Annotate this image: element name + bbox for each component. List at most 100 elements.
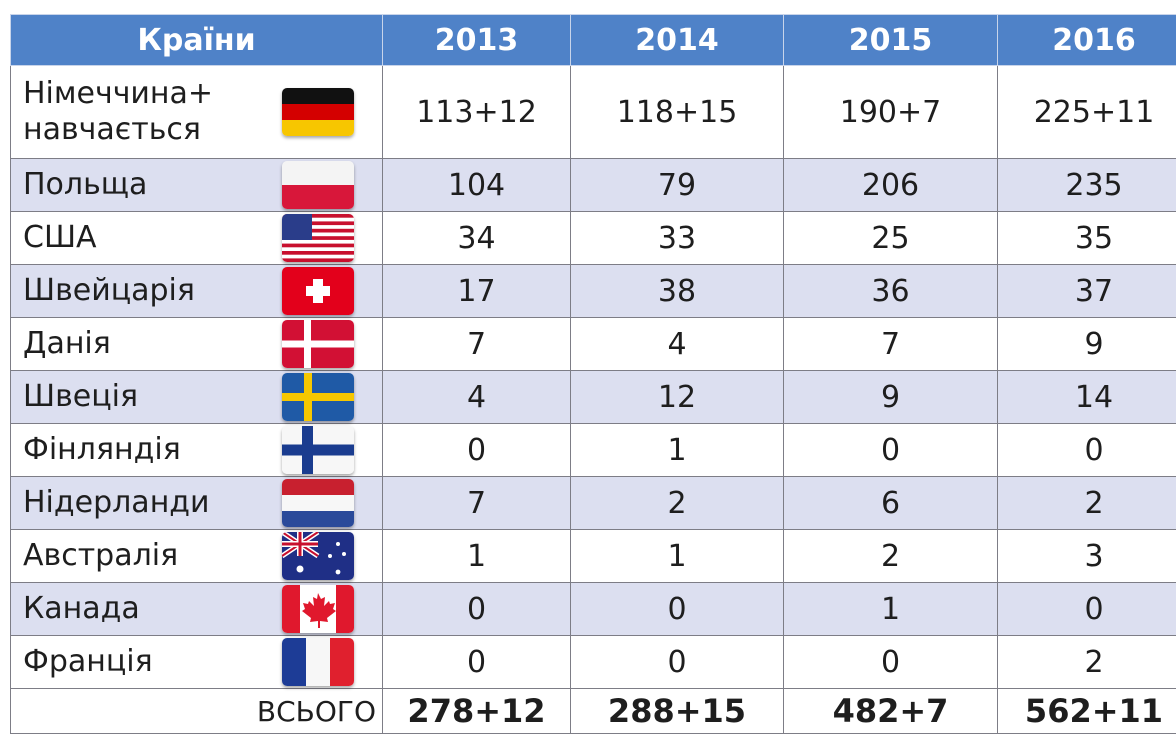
country: Нідерланди — [11, 479, 382, 527]
country-name: Австралія — [23, 538, 179, 573]
value-cell: 0 — [382, 635, 571, 689]
country: США — [11, 214, 382, 262]
table-wrap: Країни 2013 2014 2015 2016 Німеччина+ на… — [10, 14, 1176, 734]
table-row: Швейцарія 17 38 36 37 — [10, 264, 1176, 318]
value-cell: 0 — [997, 582, 1176, 636]
country-cell: Польща — [10, 158, 383, 212]
value-cell: 12 — [570, 370, 784, 424]
country-cell: Австралія — [10, 529, 383, 583]
footer-label: ВСЬОГО — [10, 688, 383, 734]
header-row: Країни 2013 2014 2015 2016 — [10, 14, 1176, 66]
country-name: Німеччина+ навчається — [23, 76, 214, 147]
table-row: Фінляндія 0 1 0 0 — [10, 423, 1176, 477]
flag-sweden — [282, 373, 354, 421]
value-cell: 0 — [997, 423, 1176, 477]
table-row: Польща 104 79 206 235 — [10, 158, 1176, 212]
footer-cell: 278+12 — [382, 688, 571, 734]
table-row: Нідерланди 7 2 6 2 — [10, 476, 1176, 530]
value-cell: 7 — [382, 317, 571, 371]
country: Канада — [11, 585, 382, 633]
flag-france — [282, 638, 354, 686]
flag-netherlands — [282, 479, 354, 527]
value-cell: 7 — [382, 476, 571, 530]
table-row: Австралія 1 1 2 3 — [10, 529, 1176, 583]
footer-cell: 482+7 — [783, 688, 998, 734]
value-cell: 1 — [382, 529, 571, 583]
value-cell: 3 — [997, 529, 1176, 583]
table-row: Данія 7 4 7 9 — [10, 317, 1176, 371]
country-name: США — [23, 220, 97, 255]
value-cell: 0 — [570, 635, 784, 689]
value-cell: 0 — [382, 423, 571, 477]
country-name: Швеція — [23, 379, 139, 414]
country: Фінляндія — [11, 426, 382, 474]
country: Польща — [11, 161, 382, 209]
value-cell: 0 — [783, 635, 998, 689]
country-cell: Швеція — [10, 370, 383, 424]
value-cell: 7 — [783, 317, 998, 371]
table-row: Німеччина+ навчається 113+12 118+15 190+7 22… — [10, 65, 1176, 159]
value-cell: 206 — [783, 158, 998, 212]
flag-finland — [282, 426, 354, 474]
value-cell: 25 — [783, 211, 998, 265]
value-cell: 38 — [570, 264, 784, 318]
country-cell: США — [10, 211, 383, 265]
value-cell: 9 — [997, 317, 1176, 371]
footer-row: ВСЬОГО 278+12 288+15 482+7 562+11 — [10, 688, 1176, 734]
value-cell: 2 — [570, 476, 784, 530]
country: Франція — [11, 638, 382, 686]
value-cell: 4 — [382, 370, 571, 424]
value-cell: 225+11 — [997, 65, 1176, 159]
table-row: Швеція 4 12 9 14 — [10, 370, 1176, 424]
value-cell: 33 — [570, 211, 784, 265]
value-cell: 118+15 — [570, 65, 784, 159]
country: Австралія — [11, 532, 382, 580]
table-body: Німеччина+ навчається 113+12 118+15 190+7 22… — [10, 65, 1176, 689]
value-cell: 104 — [382, 158, 571, 212]
footer-cell: 562+11 — [997, 688, 1176, 734]
value-cell: 2 — [997, 635, 1176, 689]
flag-canada — [282, 585, 354, 633]
table-row: Франція 0 0 0 2 — [10, 635, 1176, 689]
header-cell: 2015 — [783, 14, 998, 66]
value-cell: 1 — [570, 529, 784, 583]
value-cell: 6 — [783, 476, 998, 530]
header-cell: 2016 — [997, 14, 1176, 66]
value-cell: 2 — [997, 476, 1176, 530]
value-cell: 79 — [570, 158, 784, 212]
header-cell: 2014 — [570, 14, 784, 66]
flag-germany — [282, 88, 354, 136]
value-cell: 9 — [783, 370, 998, 424]
country-cell: Німеччина+ навчається — [10, 65, 383, 159]
value-cell: 34 — [382, 211, 571, 265]
flag-australia — [282, 532, 354, 580]
country-name: Польща — [23, 167, 148, 202]
value-cell: 35 — [997, 211, 1176, 265]
country-name: Канада — [23, 591, 140, 626]
value-cell: 190+7 — [783, 65, 998, 159]
value-cell: 1 — [783, 582, 998, 636]
value-cell: 37 — [997, 264, 1176, 318]
header-cell: 2013 — [382, 14, 571, 66]
flag-poland — [282, 161, 354, 209]
country-cell: Нідерланди — [10, 476, 383, 530]
value-cell: 1 — [570, 423, 784, 477]
value-cell: 4 — [570, 317, 784, 371]
flag-switzerland — [282, 267, 354, 315]
value-cell: 235 — [997, 158, 1176, 212]
value-cell: 0 — [570, 582, 784, 636]
table: Країни 2013 2014 2015 2016 Німеччина+ на… — [10, 14, 1176, 734]
country-name: Франція — [23, 644, 153, 679]
value-cell: 113+12 — [382, 65, 571, 159]
value-cell: 0 — [382, 582, 571, 636]
footer-cell: 288+15 — [570, 688, 784, 734]
country-cell: Данія — [10, 317, 383, 371]
value-cell: 36 — [783, 264, 998, 318]
table-row: Канада 0 0 1 0 — [10, 582, 1176, 636]
value-cell: 0 — [783, 423, 998, 477]
country-name: Нідерланди — [23, 485, 210, 520]
flag-denmark — [282, 320, 354, 368]
country: Швеція — [11, 373, 382, 421]
country: Данія — [11, 320, 382, 368]
